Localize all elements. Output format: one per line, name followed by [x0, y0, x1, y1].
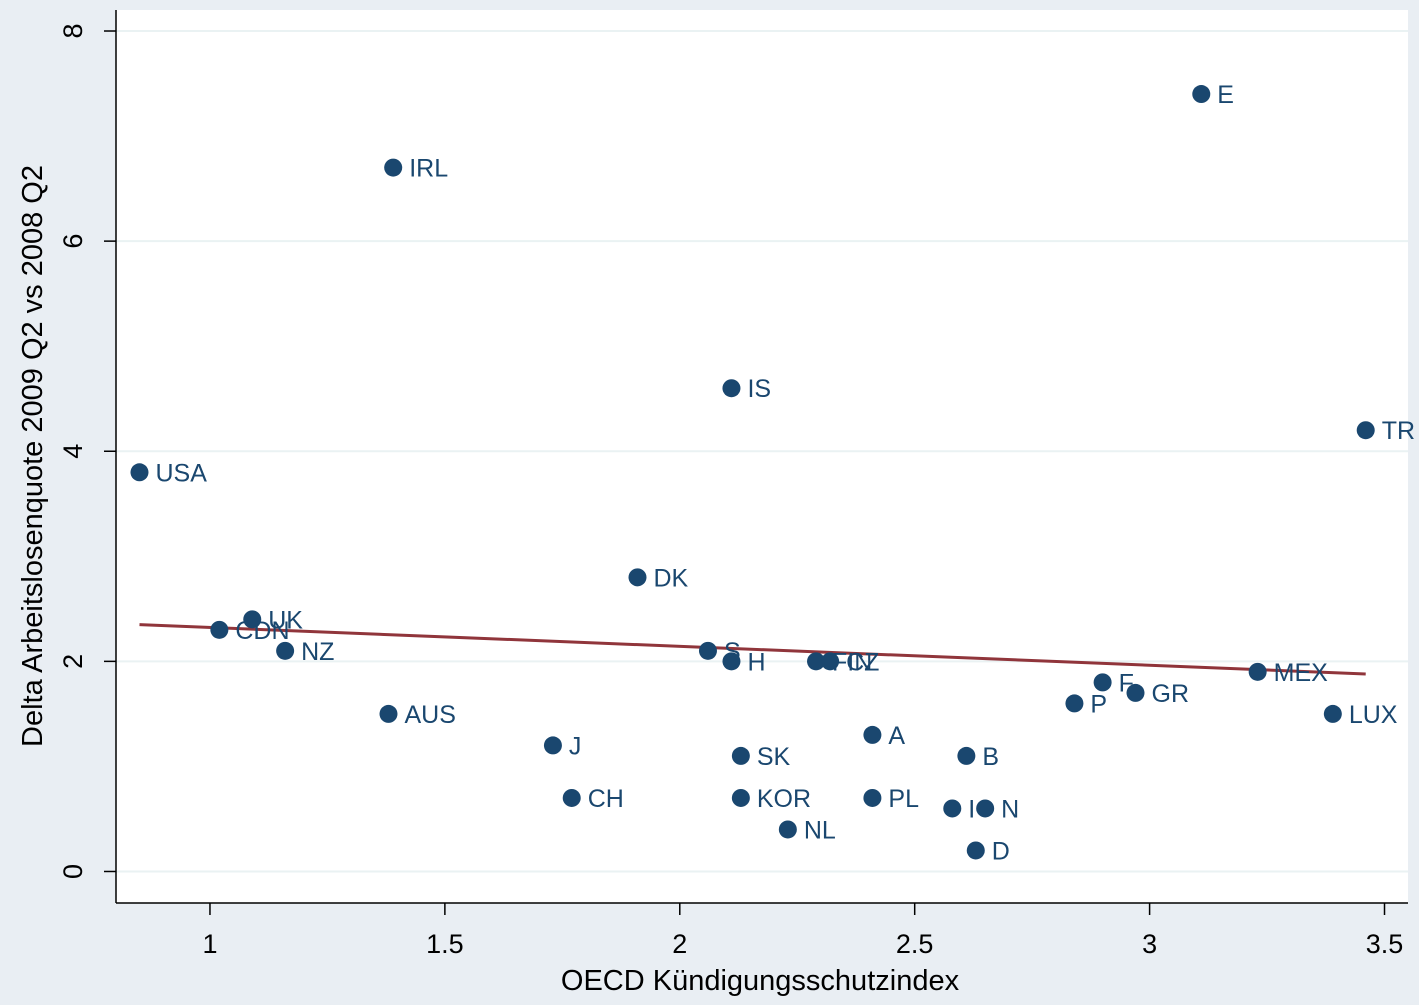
data-point-label: IRL [409, 155, 448, 183]
data-point [722, 379, 741, 398]
fit-line-group [139, 623, 1366, 676]
data-point [731, 788, 750, 807]
data-point-label: E [1217, 81, 1234, 109]
data-point [1323, 704, 1342, 723]
data-point-label: I [968, 795, 975, 823]
data-point [379, 704, 398, 723]
data-point-label: CZ [846, 648, 879, 676]
data-point-label: USA [155, 459, 207, 487]
data-point-label: H [747, 648, 765, 676]
gridlines [116, 30, 1408, 873]
data-point [863, 725, 882, 744]
plot-area [116, 10, 1408, 903]
data-point [1192, 85, 1211, 104]
data-point-label: PL [888, 785, 919, 813]
data-point [628, 568, 647, 587]
data-point [210, 620, 229, 639]
x-tick-label: 1.5 [426, 929, 464, 959]
data-point [1065, 694, 1084, 713]
data-point [778, 820, 797, 839]
y-tick-label: 0 [58, 864, 88, 879]
axes: 0 2 4 6 8 1 1.5 2 2.5 3 3.5 [58, 10, 1408, 959]
data-point [966, 841, 985, 860]
x-tick-label: 2.5 [896, 929, 934, 959]
data-point-label: J [569, 732, 582, 760]
x-tick-label: 3.5 [1366, 929, 1404, 959]
data-point [130, 463, 149, 482]
data-point-label: MEX [1274, 659, 1329, 687]
data-point-label: UK [268, 606, 303, 634]
data-point-label: AUS [404, 701, 455, 729]
data-point-label: GR [1152, 680, 1190, 708]
data-point [976, 799, 995, 818]
data-point [243, 610, 262, 629]
data-point [1126, 683, 1145, 702]
data-point [943, 799, 962, 818]
data-point-label: KOR [757, 785, 811, 813]
data-point-label: CH [588, 785, 624, 813]
data-point-label: LUX [1349, 701, 1398, 729]
x-tick-label: 3 [1142, 929, 1157, 959]
y-tick-label: 6 [58, 234, 88, 249]
data-point-label: DK [653, 564, 688, 592]
y-tick-label: 8 [58, 23, 88, 38]
data-point-label: B [982, 743, 999, 771]
fit-line [139, 623, 1366, 676]
data-point-label: NL [804, 816, 836, 844]
data-point [384, 158, 403, 177]
data-point [1356, 421, 1375, 440]
data-point [863, 788, 882, 807]
data-point [1248, 662, 1267, 681]
data-point [1093, 673, 1112, 692]
data-point-label: N [1001, 795, 1019, 823]
data-point-label: IS [747, 375, 771, 403]
data-point [731, 746, 750, 765]
data-point [543, 736, 562, 755]
x-tick-label: 2 [672, 929, 687, 959]
y-axis-title: Delta Arbeitslosenquote 2009 Q2 vs 2008 … [17, 165, 49, 747]
data-point [821, 652, 840, 671]
data-point-label: TR [1382, 417, 1415, 445]
x-axis-title: OECD Kündigungsschutzindex [561, 965, 960, 997]
data-point [957, 746, 976, 765]
data-point-label: P [1090, 690, 1107, 718]
y-tick-label: 4 [58, 444, 88, 459]
data-point [807, 652, 826, 671]
data-point [698, 641, 717, 660]
y-tick-label: 2 [58, 654, 88, 669]
data-point-label: D [992, 837, 1010, 865]
data-point-label: A [888, 722, 905, 750]
data-point [722, 652, 741, 671]
data-point-label: NZ [301, 638, 334, 666]
data-point-label: SK [757, 743, 791, 771]
data-point [562, 788, 581, 807]
data-point [276, 641, 295, 660]
x-tick-label: 1 [202, 929, 217, 959]
